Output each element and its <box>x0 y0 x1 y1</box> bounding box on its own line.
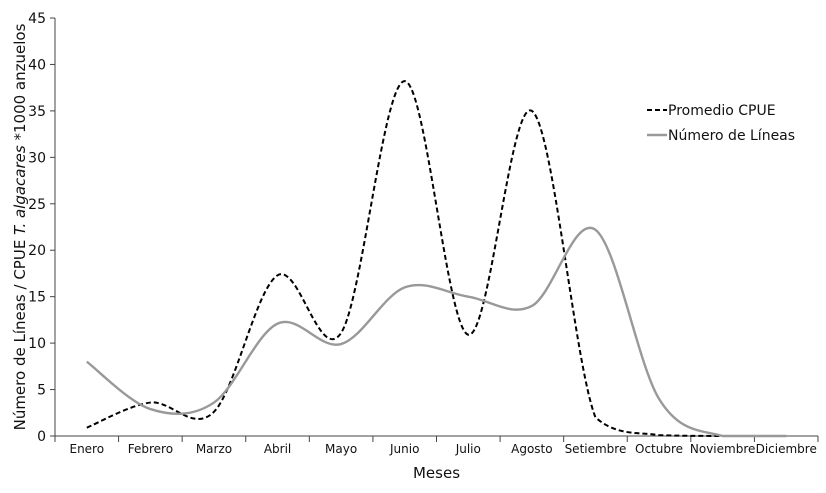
x-axis-title: Meses <box>413 464 460 482</box>
data-point <box>784 434 788 438</box>
y-tick-label: 15 <box>28 290 46 306</box>
legend-label: Promedio CPUE <box>668 103 776 119</box>
data-point <box>148 407 152 411</box>
y-tick-label: 10 <box>28 336 46 352</box>
data-point <box>212 401 216 405</box>
data-point <box>657 433 661 437</box>
legend: Promedio CPUE Número de Líneas <box>647 103 795 144</box>
data-point <box>530 304 534 308</box>
data-point <box>466 295 470 299</box>
y-tick-label: 0 <box>37 429 46 445</box>
x-tick-label: Abril <box>264 442 291 456</box>
x-tick-label: Diciembre <box>756 442 817 456</box>
data-point <box>530 109 534 113</box>
y-tick-label: 20 <box>28 243 46 259</box>
data-point <box>657 397 661 401</box>
legend-label: Número de Líneas <box>668 128 795 144</box>
y-tick-label: 35 <box>28 104 46 120</box>
x-tick-label: Julio <box>455 442 481 456</box>
y-tick-label: 30 <box>28 150 46 166</box>
y-axis-title-part1: Número de Líneas / CPUE <box>11 235 29 430</box>
x-ticks: Enero Febrero Marzo Abril Mayo Junio Julio Agos… <box>54 436 819 456</box>
y-tick-label: 25 <box>28 197 46 213</box>
x-tick-label: Enero <box>69 442 104 456</box>
series-group <box>85 79 788 438</box>
data-point <box>148 401 152 405</box>
x-tick-label: Agosto <box>511 442 552 456</box>
data-point <box>593 228 597 232</box>
y-ticks: 0 5 10 15 20 25 30 35 40 45 <box>28 11 55 445</box>
data-point <box>85 360 89 364</box>
data-point <box>403 79 407 83</box>
data-point <box>593 415 597 419</box>
x-tick-label: Junio <box>389 442 419 456</box>
x-tick-label: Marzo <box>196 442 232 456</box>
y-tick-label: 45 <box>28 11 46 27</box>
data-point <box>721 434 725 438</box>
y-tick-label: 40 <box>28 57 46 73</box>
x-tick-label: Febrero <box>128 442 173 456</box>
x-tick-label: Noviembre <box>690 442 756 456</box>
data-point <box>339 331 343 335</box>
data-point <box>339 342 343 346</box>
data-point <box>212 410 216 414</box>
data-point <box>85 426 89 430</box>
x-tick-label: Setiembre <box>565 442 627 456</box>
y-tick-label: 5 <box>37 383 46 399</box>
y-axis-title-species: T. algacares <box>11 145 29 235</box>
data-point <box>276 273 280 277</box>
series-line-numero-de-lineas <box>86 226 787 438</box>
axes <box>54 18 818 437</box>
y-axis-title: Número de Líneas / CPUE T. algacares *10… <box>11 23 29 430</box>
x-tick-label: Mayo <box>325 442 357 456</box>
x-tick-label: Octubre <box>635 442 683 456</box>
data-point <box>466 333 470 337</box>
data-point <box>403 285 407 289</box>
y-axis-title-part2: *1000 anzuelos <box>11 23 29 145</box>
data-point <box>276 322 280 326</box>
